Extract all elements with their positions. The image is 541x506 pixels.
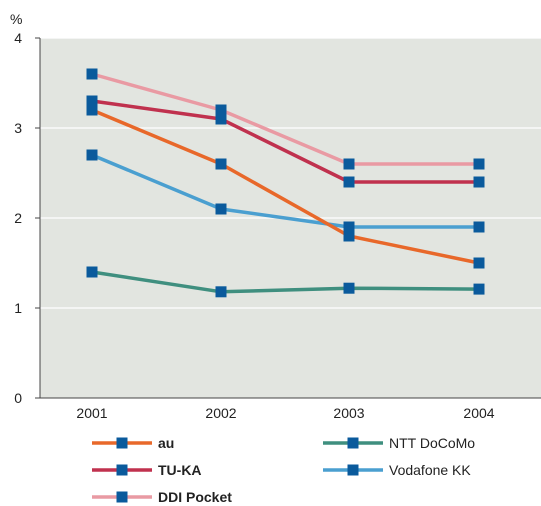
legend: au NTT DoCoMo TU-KA Vodafone KK DDI Pocket bbox=[92, 435, 475, 505]
x-tick-labels: 2001 2002 2003 2004 bbox=[76, 405, 494, 421]
y-tick-label: 0 bbox=[14, 390, 22, 406]
data-point bbox=[473, 158, 485, 170]
legend-label: au bbox=[158, 435, 174, 451]
legend-label: TU-KA bbox=[158, 462, 202, 478]
legend-item: NTT DoCoMo bbox=[323, 435, 475, 451]
data-point bbox=[215, 104, 227, 116]
data-point bbox=[86, 149, 98, 161]
series-line-au bbox=[91, 108, 480, 265]
data-point bbox=[343, 176, 355, 188]
data-point bbox=[343, 282, 355, 294]
legend-label: DDI Pocket bbox=[158, 489, 232, 505]
data-point bbox=[215, 203, 227, 215]
data-point bbox=[343, 230, 355, 242]
data-point bbox=[86, 68, 98, 80]
legend-item: au bbox=[92, 435, 174, 451]
data-point bbox=[473, 221, 485, 233]
legend-label: Vodafone KK bbox=[389, 462, 471, 478]
x-tick-label: 2002 bbox=[205, 405, 236, 421]
legend-swatch-marker bbox=[347, 464, 359, 476]
legend-swatch-marker bbox=[116, 437, 128, 449]
y-tick-label: 3 bbox=[14, 120, 22, 136]
legend-label: NTT DoCoMo bbox=[389, 435, 475, 451]
y-axis-unit-label: % bbox=[10, 11, 22, 27]
data-point bbox=[215, 158, 227, 170]
y-tick-label: 1 bbox=[14, 300, 22, 316]
legend-swatch-marker bbox=[347, 437, 359, 449]
legend-item: DDI Pocket bbox=[92, 489, 232, 505]
legend-item: TU-KA bbox=[92, 462, 202, 478]
data-point bbox=[86, 266, 98, 278]
series-line-ddi-pocket bbox=[91, 72, 479, 166]
series-markers bbox=[86, 68, 485, 298]
series-line-tu-ka bbox=[91, 99, 479, 184]
series-line-ntt-docomo bbox=[91, 270, 480, 294]
data-point bbox=[86, 104, 98, 116]
data-point bbox=[343, 221, 355, 233]
legend-swatch-marker bbox=[116, 491, 128, 503]
data-point bbox=[343, 158, 355, 170]
series-lines bbox=[91, 72, 480, 294]
data-point bbox=[86, 95, 98, 107]
y-tick-labels: 0 1 2 3 4 bbox=[14, 30, 22, 406]
data-point bbox=[215, 286, 227, 298]
data-point bbox=[473, 283, 485, 295]
x-tick-label: 2003 bbox=[333, 405, 364, 421]
data-point bbox=[473, 257, 485, 269]
legend-item: Vodafone KK bbox=[323, 462, 471, 478]
series-line-vodafone-kk bbox=[91, 153, 479, 229]
data-point bbox=[215, 113, 227, 125]
data-point bbox=[473, 176, 485, 188]
y-tick-label: 2 bbox=[14, 210, 22, 226]
y-tick-label: 4 bbox=[14, 30, 22, 46]
x-tick-label: 2001 bbox=[76, 405, 107, 421]
x-tick-label: 2004 bbox=[463, 405, 494, 421]
legend-swatch-marker bbox=[116, 464, 128, 476]
axes bbox=[39, 38, 541, 399]
